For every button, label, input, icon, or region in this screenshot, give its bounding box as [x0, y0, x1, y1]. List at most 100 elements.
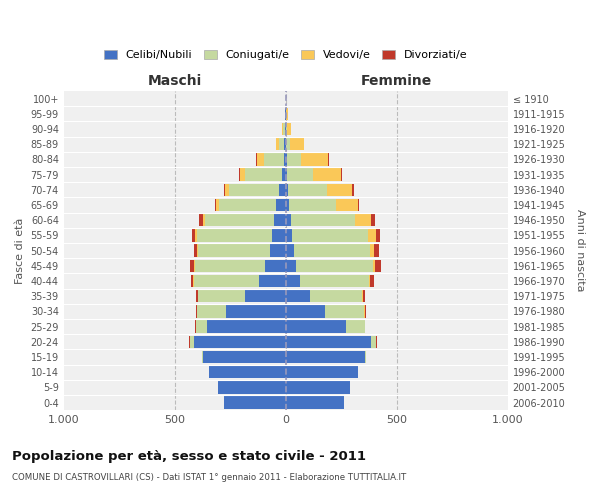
Bar [207, 320, 286, 333]
Bar [286, 396, 344, 409]
Text: Popolazione per età, sesso e stato civile - 2011: Popolazione per età, sesso e stato civil… [12, 450, 366, 463]
Bar [287, 123, 291, 136]
Bar [195, 260, 265, 272]
Bar [282, 168, 286, 181]
Bar [197, 229, 272, 241]
Legend: Celibi/Nubili, Coniugati/e, Vedovi/e, Divorziati/e: Celibi/Nubili, Coniugati/e, Vedovi/e, Di… [99, 46, 472, 65]
Bar [265, 260, 286, 272]
Bar [196, 305, 197, 318]
Bar [346, 320, 365, 333]
Bar [325, 305, 364, 318]
Bar [286, 305, 325, 318]
Bar [279, 184, 286, 196]
Bar [196, 290, 198, 302]
Bar [365, 350, 366, 363]
Text: Maschi: Maschi [148, 74, 202, 88]
Bar [374, 244, 379, 257]
Bar [341, 168, 342, 181]
Text: COMUNE DI CASTROVILLARI (CS) - Dati ISTAT 1° gennaio 2011 - Elaborazione TUTTITA: COMUNE DI CASTROVILLARI (CS) - Dati ISTA… [12, 472, 406, 482]
Bar [198, 290, 245, 302]
Bar [209, 366, 286, 378]
Bar [229, 184, 279, 196]
Bar [205, 214, 274, 226]
Bar [289, 199, 336, 211]
Bar [365, 305, 366, 318]
Bar [280, 138, 284, 150]
Bar [272, 229, 286, 241]
Bar [283, 123, 285, 136]
Y-axis label: Anni di nascita: Anni di nascita [575, 210, 585, 292]
Bar [245, 290, 286, 302]
Bar [264, 153, 284, 166]
Bar [286, 214, 290, 226]
Bar [274, 214, 286, 226]
Bar [292, 229, 368, 241]
Bar [202, 350, 203, 363]
Bar [218, 381, 286, 394]
Bar [286, 381, 350, 394]
Bar [287, 168, 313, 181]
Bar [216, 199, 219, 211]
Bar [194, 336, 286, 348]
Bar [293, 244, 370, 257]
Bar [376, 229, 380, 241]
Bar [219, 199, 276, 211]
Bar [355, 214, 371, 226]
Bar [286, 138, 290, 150]
Bar [226, 305, 286, 318]
Bar [286, 229, 292, 241]
Bar [358, 199, 359, 211]
Bar [327, 184, 352, 196]
Bar [190, 336, 194, 348]
Bar [276, 199, 286, 211]
Bar [375, 260, 382, 272]
Bar [352, 184, 353, 196]
Bar [286, 199, 289, 211]
Bar [190, 260, 194, 272]
Bar [194, 244, 197, 257]
Bar [284, 138, 286, 150]
Bar [310, 290, 362, 302]
Bar [300, 275, 369, 287]
Bar [286, 260, 296, 272]
Bar [240, 168, 245, 181]
Bar [194, 275, 259, 287]
Bar [286, 290, 310, 302]
Bar [203, 350, 286, 363]
Bar [370, 244, 374, 257]
Bar [215, 199, 216, 211]
Bar [313, 168, 341, 181]
Bar [286, 108, 287, 120]
Bar [288, 184, 327, 196]
Bar [286, 350, 365, 363]
Bar [257, 153, 264, 166]
Bar [192, 229, 196, 241]
Y-axis label: Fasce di età: Fasce di età [15, 218, 25, 284]
Bar [196, 320, 207, 333]
Bar [286, 153, 287, 166]
Bar [286, 244, 293, 257]
Bar [290, 214, 355, 226]
Bar [245, 168, 282, 181]
Bar [286, 320, 346, 333]
Bar [362, 290, 363, 302]
Bar [196, 229, 197, 241]
Bar [369, 275, 370, 287]
Bar [276, 138, 280, 150]
Bar [284, 153, 286, 166]
Bar [203, 214, 205, 226]
Bar [287, 153, 301, 166]
Text: Femmine: Femmine [361, 74, 433, 88]
Bar [197, 305, 226, 318]
Bar [286, 184, 288, 196]
Bar [224, 396, 286, 409]
Bar [286, 123, 287, 136]
Bar [301, 153, 328, 166]
Bar [368, 229, 376, 241]
Bar [224, 184, 225, 196]
Bar [197, 244, 270, 257]
Bar [371, 336, 376, 348]
Bar [296, 260, 373, 272]
Bar [199, 214, 203, 226]
Bar [290, 138, 304, 150]
